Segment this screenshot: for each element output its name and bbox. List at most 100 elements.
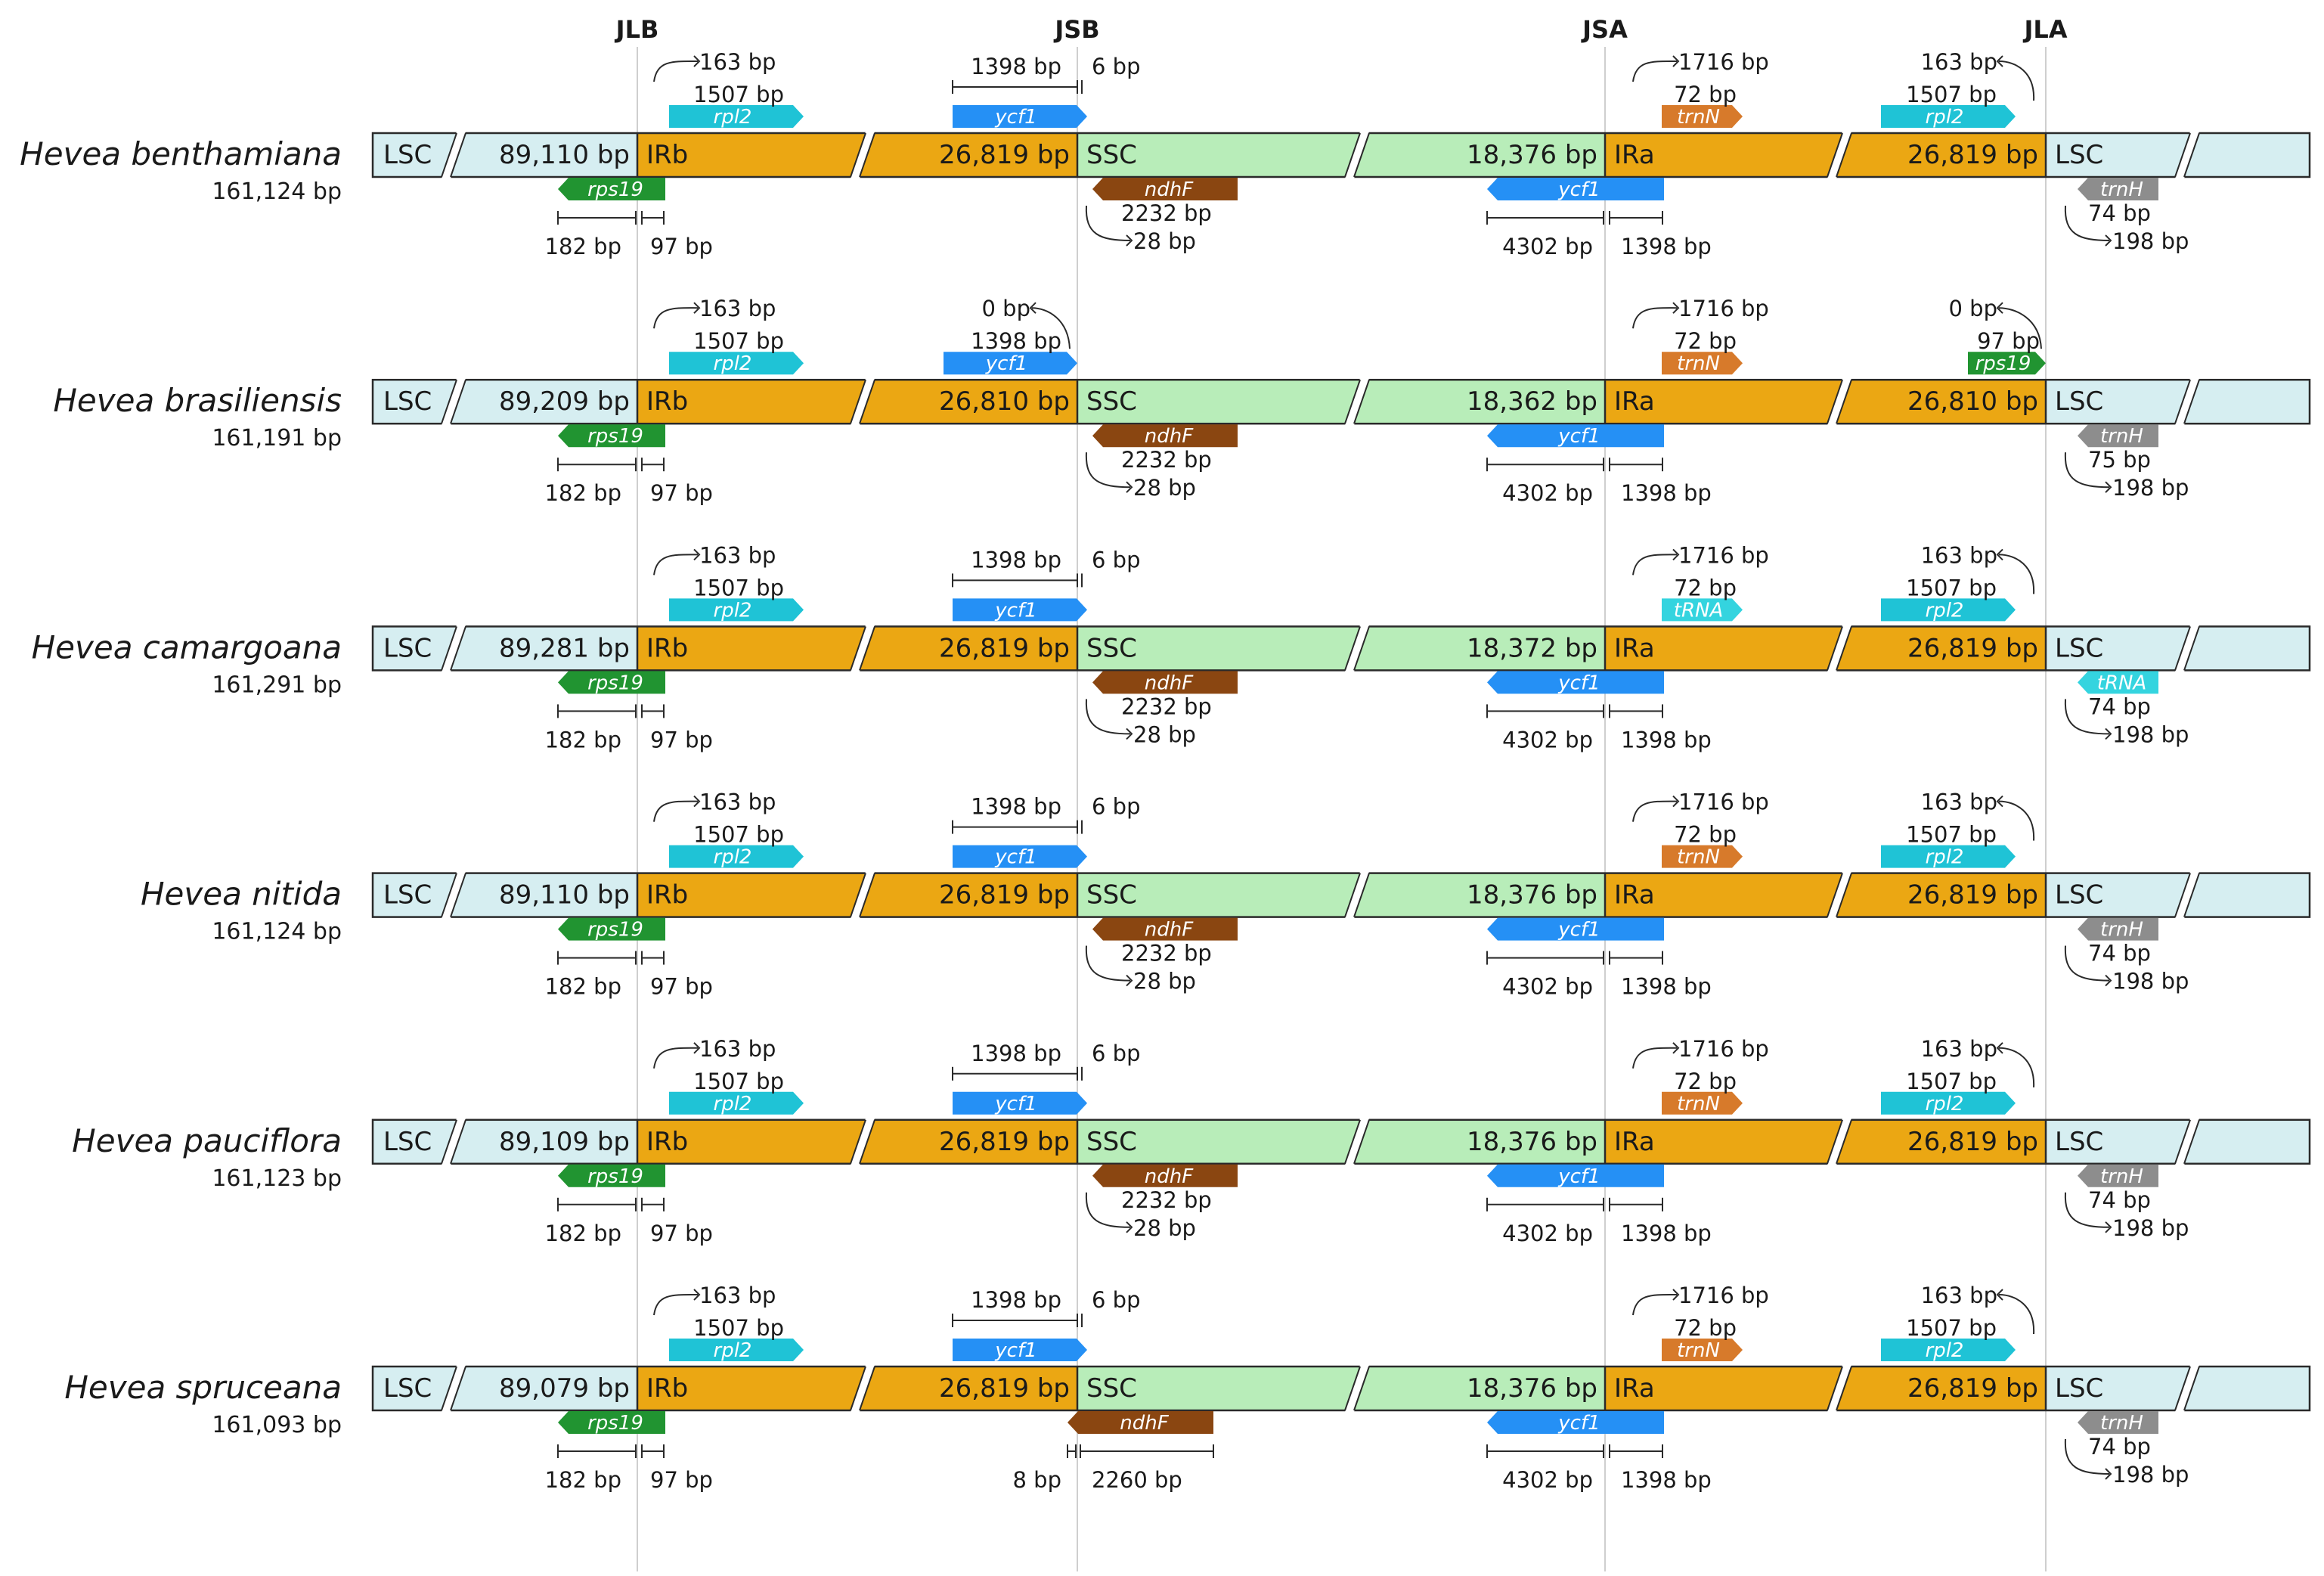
arrow-head	[1672, 302, 1680, 314]
jlb-bottom-bracket	[557, 951, 637, 965]
lsc2-label: LSC	[2055, 880, 2103, 911]
jsb-top-bracket	[952, 820, 1078, 834]
gene-shape	[1662, 598, 1743, 622]
gene-shape	[953, 105, 1087, 128]
lsc-length: 89,079 bp	[499, 1373, 630, 1404]
gene-shape	[2078, 917, 2158, 941]
gene-shape	[1092, 178, 1238, 200]
jsb-top-len: 1398 bp	[971, 328, 1061, 354]
gene-label: rpl2	[714, 1339, 752, 1362]
lsc-segment	[373, 380, 637, 424]
jlb-bottom-dist: 182 bp	[545, 1221, 621, 1246]
ira-length: 26,819 bp	[1907, 1373, 2038, 1404]
segment-break	[441, 378, 466, 426]
gene-shape	[558, 424, 665, 448]
segment-break	[1344, 1118, 1370, 1165]
jsb-bottom-dist: 8 bp	[1013, 1467, 1062, 1493]
break-line	[1836, 132, 1852, 178]
gene-shape	[669, 1339, 804, 1361]
gene-shape	[953, 845, 1087, 868]
gene-jsb-top: ycf1	[953, 105, 1087, 129]
jsa-bottom-bracket	[1486, 1444, 1604, 1458]
jla-bottom-dist: 198 bp	[2112, 721, 2189, 747]
break-gap	[851, 625, 875, 672]
curve-arrow	[1085, 205, 1131, 241]
arrow-head	[1126, 728, 1133, 740]
jlb-top-dist: 163 bp	[699, 1283, 776, 1308]
segment-break	[850, 1118, 875, 1165]
gene-shape	[669, 1091, 804, 1115]
curve-arrow	[1632, 1047, 1678, 1069]
ssc-segment	[1077, 1367, 1605, 1410]
lsc-label: LSC	[383, 633, 432, 663]
gene-shape	[944, 352, 1077, 375]
gene-label: rpl2	[714, 106, 752, 129]
ira-length: 26,819 bp	[1907, 1127, 2038, 1157]
break-gap	[851, 1118, 875, 1165]
lsc-label: LSC	[383, 140, 432, 170]
break-gap	[2175, 1365, 2199, 1412]
jla-bottom-len: 74 bp	[2088, 200, 2151, 226]
jlb-bottom-bracket	[557, 704, 637, 718]
jla-top-len: 1507 bp	[1906, 82, 1997, 107]
gene-jlb-bottom: rps19	[558, 178, 665, 201]
gene-label: trnH	[2100, 1412, 2143, 1435]
segment-break	[2174, 1365, 2200, 1412]
break-line	[1827, 379, 1843, 424]
jlb-top-len: 1507 bp	[693, 822, 784, 848]
break-gap	[2175, 132, 2199, 178]
break-gap	[1345, 132, 1369, 178]
jsb-top-dist: 6 bp	[1092, 794, 1141, 820]
curve-arrow	[2064, 945, 2110, 982]
break-line	[1827, 1366, 1843, 1411]
gene-jlb-bottom: rps19	[558, 917, 665, 942]
break-line	[1353, 1366, 1370, 1411]
ssc-length: 18,376 bp	[1467, 1127, 1597, 1157]
species-rows: Hevea benthamiana 161,124 bp LSC 89,110 bp I…	[20, 49, 2311, 1493]
gene-shape	[2078, 178, 2158, 200]
jsb-top-dist: 6 bp	[1092, 547, 1141, 572]
break-line	[450, 626, 466, 671]
segment-break	[2174, 1118, 2200, 1165]
gene-label: rps19	[587, 672, 643, 694]
arrow-head	[693, 55, 701, 67]
irb-label: IRb	[646, 386, 688, 417]
jsa-bottom-dist: 1398 bp	[1621, 974, 1712, 1000]
break-line	[1344, 1119, 1361, 1165]
gene-jsa-bottom: ycf1	[1487, 178, 1664, 201]
gene-jsa-bottom: ycf1	[1487, 917, 1664, 942]
ssc-label: SSC	[1086, 633, 1137, 663]
segment-break	[850, 871, 875, 919]
gene-label: ycf1	[985, 352, 1027, 375]
bar-outline	[371, 625, 2311, 672]
break-line	[1836, 873, 1852, 917]
gene-label: ndhF	[1120, 1412, 1169, 1435]
jsa-bottom-bracket	[1486, 704, 1604, 718]
gene-shape	[1092, 917, 1238, 941]
jsb-bottom-len: 2232 bp	[1121, 693, 1212, 719]
gene-jlb-top: rpl2	[669, 1339, 804, 1362]
ira-length: 26,819 bp	[1907, 633, 2038, 663]
lsc-segment	[373, 1367, 637, 1410]
curve-arrow	[1632, 554, 1678, 575]
break-gap	[1345, 378, 1369, 426]
jla-bottom-dist: 198 bp	[2112, 228, 2189, 254]
segment-break	[850, 1365, 875, 1412]
jla-bottom-len: 75 bp	[2088, 447, 2151, 473]
curve-arrow	[653, 554, 699, 575]
gene-shape	[558, 178, 665, 200]
jsa-bottom-bracket	[1609, 704, 1663, 718]
gene-label: trnH	[2100, 919, 2143, 942]
gene-shape	[669, 105, 804, 128]
arrow-head	[2105, 1468, 2112, 1480]
jlb-bottom-dist: 182 bp	[545, 480, 621, 506]
jla-bottom-len: 74 bp	[2088, 693, 2151, 719]
gene-jsa-bottom: ycf1	[1487, 1411, 1664, 1435]
species-name: Hevea spruceana	[64, 1369, 342, 1406]
gene-shape	[1881, 845, 2016, 868]
gene-jla-bottom: trnH	[2078, 1164, 2158, 1188]
segment-break	[441, 625, 466, 672]
jsa-bottom-bracket	[1486, 211, 1604, 225]
gene-shape	[1092, 1164, 1238, 1187]
segment-break	[2174, 625, 2200, 672]
